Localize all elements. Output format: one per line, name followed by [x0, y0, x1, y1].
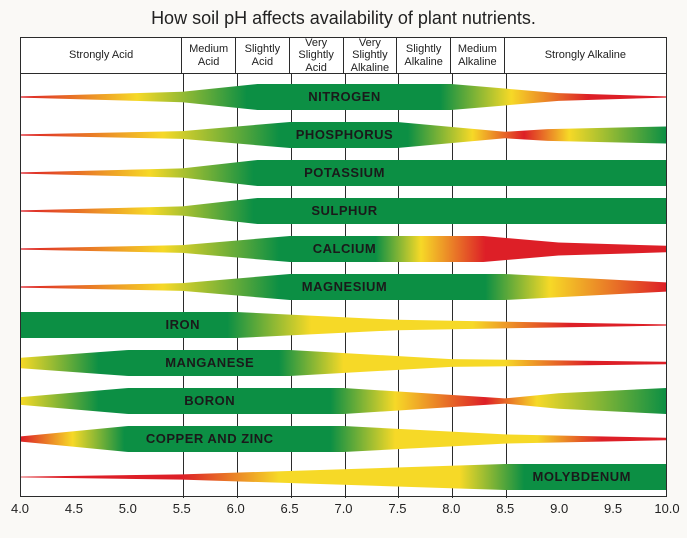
- category-header: Slightly Acid: [236, 38, 290, 73]
- nutrient-label: MOLYBDENUM: [533, 469, 631, 484]
- nutrient-band: NITROGEN: [21, 78, 666, 116]
- nutrient-band: PHOSPHORUS: [21, 116, 666, 154]
- nutrient-label: CALCIUM: [313, 241, 376, 256]
- nutrient-band: IRON: [21, 306, 666, 344]
- nutrient-band: CALCIUM: [21, 230, 666, 268]
- nutrient-band: MANGANESE: [21, 344, 666, 382]
- nutrient-label: MANGANESE: [165, 355, 254, 370]
- axis-tick: 9.0: [550, 501, 568, 516]
- category-header-row: Strongly AcidMedium AcidSlightly AcidVer…: [21, 38, 666, 74]
- axis-tick: 6.0: [227, 501, 245, 516]
- nutrient-band: SULPHUR: [21, 192, 666, 230]
- axis-tick: 6.5: [281, 501, 299, 516]
- axis-tick: 4.5: [65, 501, 83, 516]
- nutrient-band: MAGNESIUM: [21, 268, 666, 306]
- axis-tick: 9.5: [604, 501, 622, 516]
- nutrient-band: MOLYBDENUM: [21, 458, 666, 496]
- nutrient-label: COPPER AND ZINC: [146, 431, 274, 446]
- category-header: Strongly Acid: [21, 38, 182, 73]
- nutrient-label: MAGNESIUM: [302, 279, 387, 294]
- nutrient-label: SULPHUR: [311, 203, 377, 218]
- axis-tick: 5.5: [173, 501, 191, 516]
- axis-tick: 7.5: [388, 501, 406, 516]
- plot-area: NITROGEN PHOSPHORUS POTASSIUM SULPHUR CALCIU…: [21, 74, 666, 498]
- nutrient-band: COPPER AND ZINC: [21, 420, 666, 458]
- nutrient-label: POTASSIUM: [304, 165, 385, 180]
- category-header: Slightly Alkaline: [397, 38, 451, 73]
- axis-tick: 7.0: [334, 501, 352, 516]
- axis-tick: 8.5: [496, 501, 514, 516]
- category-header: Medium Alkaline: [451, 38, 505, 73]
- nutrient-band: POTASSIUM: [21, 154, 666, 192]
- category-header: Strongly Alkaline: [505, 38, 666, 73]
- nutrient-label: PHOSPHORUS: [296, 127, 393, 142]
- axis-tick: 8.0: [442, 501, 460, 516]
- axis-tick: 10.0: [654, 501, 679, 516]
- category-header: Very Slightly Alkaline: [344, 38, 398, 73]
- category-header: Medium Acid: [182, 38, 236, 73]
- ph-axis: 4.04.55.05.56.06.57.07.58.08.59.09.510.0: [20, 501, 667, 519]
- nutrient-label: BORON: [184, 393, 235, 408]
- axis-tick: 5.0: [119, 501, 137, 516]
- nutrient-band: BORON: [21, 382, 666, 420]
- nutrient-label: IRON: [166, 317, 201, 332]
- category-header: Very Slightly Acid: [290, 38, 344, 73]
- nutrient-label: NITROGEN: [308, 89, 381, 104]
- axis-tick: 4.0: [11, 501, 29, 516]
- chart-frame: Strongly AcidMedium AcidSlightly AcidVer…: [20, 37, 667, 497]
- chart-title: How soil pH affects availability of plan…: [0, 0, 687, 37]
